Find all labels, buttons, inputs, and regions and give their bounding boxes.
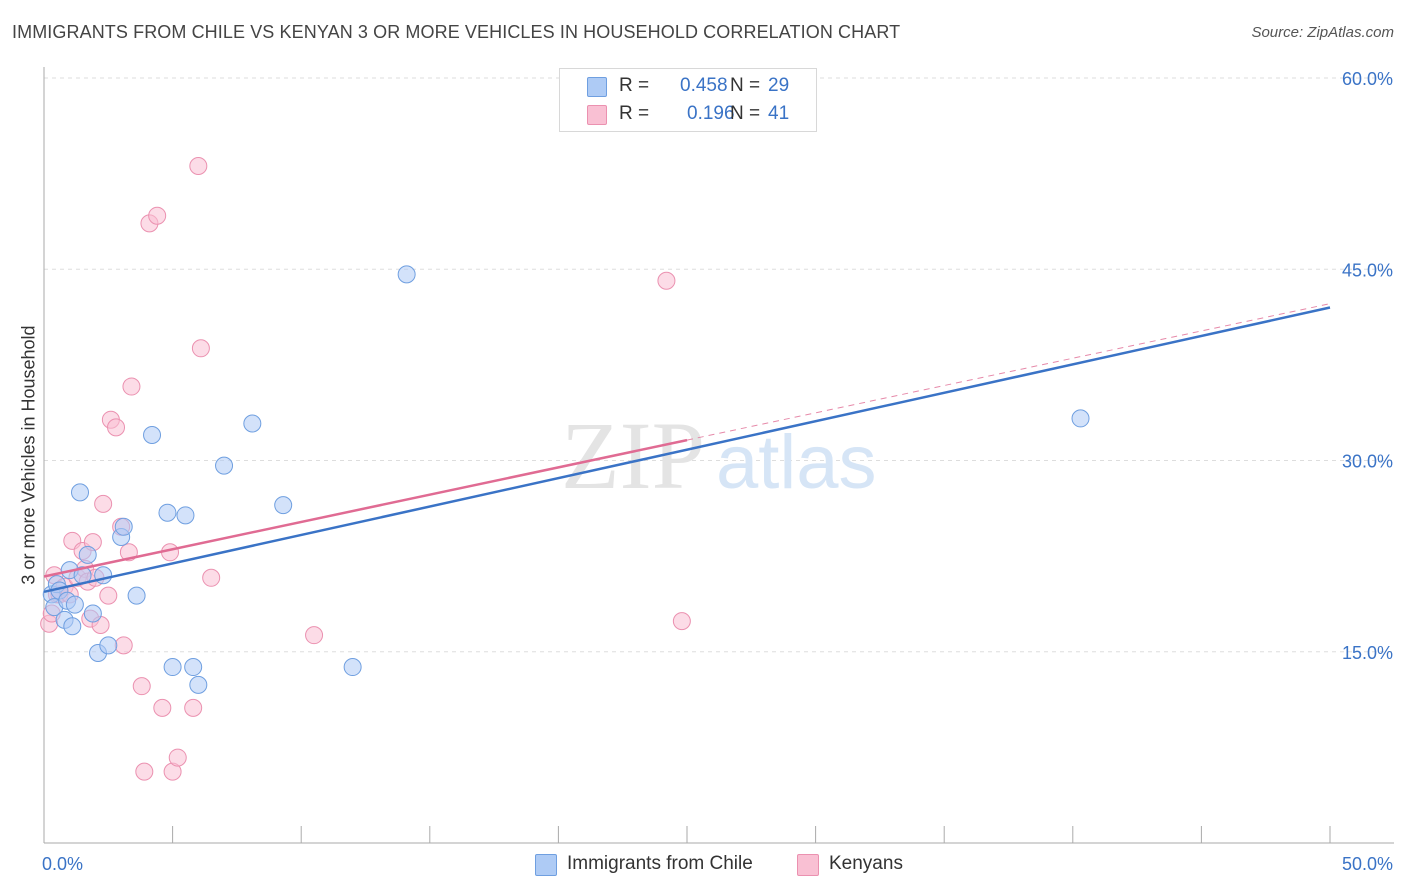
point-chile xyxy=(343,658,362,677)
points-layer xyxy=(40,156,1090,781)
point-chile xyxy=(176,506,195,525)
chart-title: IMMIGRANTS FROM CHILE VS KENYAN 3 OR MOR… xyxy=(12,22,901,42)
legend-n-value: 41 xyxy=(768,103,790,124)
point-kenyan xyxy=(672,612,691,631)
axis-layer xyxy=(43,67,1394,844)
y-axis-title: 3 or more Vehicles in Household xyxy=(18,325,39,585)
point-chile xyxy=(65,595,84,614)
point-kenyan xyxy=(153,698,172,717)
point-chile xyxy=(274,496,293,515)
point-chile xyxy=(78,545,97,564)
bottom-legend-label-chile: Immigrants from Chile xyxy=(567,853,753,874)
legend-r-label: R = xyxy=(619,103,650,124)
point-kenyan xyxy=(184,698,203,717)
point-kenyan xyxy=(122,377,141,396)
point-kenyan xyxy=(189,156,208,175)
point-kenyan xyxy=(657,271,676,290)
x-tick-label: 50.0% xyxy=(1342,854,1393,874)
point-kenyan xyxy=(148,206,167,225)
point-chile xyxy=(158,503,177,522)
point-kenyan xyxy=(305,626,324,645)
trend-layer xyxy=(43,303,1331,594)
point-chile xyxy=(114,517,133,536)
point-chile xyxy=(127,586,146,605)
point-kenyan xyxy=(191,339,210,358)
bottom-legend-label-kenyans: Kenyans xyxy=(829,853,903,874)
x-tick-label: 0.0% xyxy=(42,854,83,874)
point-chile xyxy=(71,483,90,502)
grid-layer xyxy=(44,77,1394,653)
y-tick-label: 30.0% xyxy=(1342,452,1393,472)
point-kenyan xyxy=(135,762,154,781)
y-tick-label: 45.0% xyxy=(1342,260,1393,280)
watermark-zip: ZIP xyxy=(561,402,705,509)
point-chile xyxy=(143,426,162,444)
source-note: Source: ZipAtlas.com xyxy=(1251,24,1394,41)
point-kenyan xyxy=(94,494,113,513)
stats-legend: R = 0.458 N = 29 R = 0.196 N = 41 xyxy=(559,68,817,132)
point-chile xyxy=(397,265,416,284)
trendline-chile xyxy=(43,306,1331,594)
point-kenyan xyxy=(202,568,221,587)
bottom-legend-swatch-kenyans xyxy=(797,854,819,876)
point-chile xyxy=(63,617,82,636)
point-kenyan xyxy=(114,636,133,655)
point-chile xyxy=(163,658,182,677)
watermark: ZIP atlas xyxy=(561,402,877,509)
point-chile xyxy=(83,604,102,623)
legend-r-label: R = xyxy=(619,75,650,96)
tick-labels: 15.0% 30.0% 45.0% 60.0% 0.0% 50.0% xyxy=(42,69,1393,874)
point-kenyan xyxy=(99,586,118,605)
watermark-atlas: atlas xyxy=(716,420,877,505)
point-chile xyxy=(243,414,262,433)
point-kenyan xyxy=(168,748,187,767)
point-chile xyxy=(184,658,203,677)
legend-r-value: 0.458 xyxy=(680,75,728,96)
legend-n-label: N = xyxy=(730,103,761,124)
point-chile xyxy=(1071,409,1090,428)
legend-swatch-chile xyxy=(587,77,607,97)
bottom-legend-swatch-chile xyxy=(535,854,557,876)
legend-swatch-kenyans xyxy=(587,105,607,125)
point-kenyan xyxy=(107,418,126,437)
y-tick-label: 60.0% xyxy=(1342,69,1393,89)
trendline-kenyans xyxy=(43,438,688,578)
point-chile xyxy=(215,456,234,475)
point-chile xyxy=(189,675,208,694)
y-tick-label: 15.0% xyxy=(1342,643,1393,663)
legend-n-value: 29 xyxy=(768,75,790,96)
legend-n-label: N = xyxy=(730,75,761,96)
point-kenyan xyxy=(132,677,151,696)
point-chile xyxy=(99,636,118,655)
legend-r-value: 0.196 xyxy=(687,103,735,124)
